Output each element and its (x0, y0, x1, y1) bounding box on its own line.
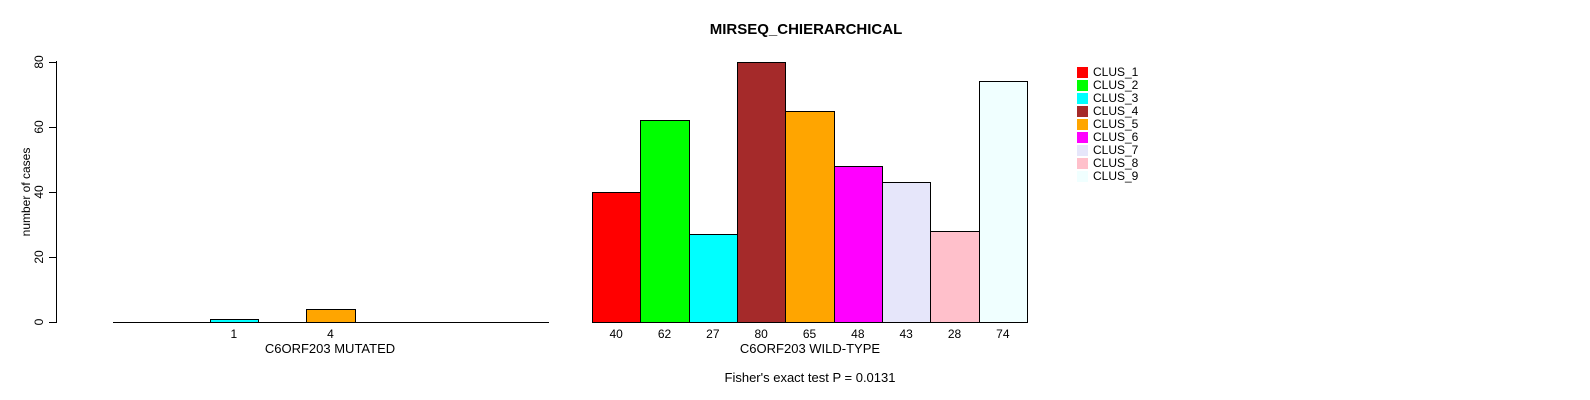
legend-item: CLUS_6 (1077, 131, 1138, 144)
bar-clus_3 (688, 234, 738, 323)
legend-item: CLUS_9 (1077, 170, 1138, 183)
legend-item-label: CLUS_8 (1093, 156, 1139, 170)
legend-item-label: CLUS_1 (1093, 65, 1139, 79)
legend-item: CLUS_2 (1077, 79, 1138, 92)
bar-value-label: 62 (657, 327, 672, 341)
legend-item: CLUS_1 (1077, 66, 1138, 79)
legend-item: CLUS_3 (1077, 92, 1138, 105)
legend-item-label: CLUS_2 (1093, 78, 1139, 92)
bar-clus_7 (882, 182, 932, 323)
bar-value-label: 27 (706, 327, 720, 341)
panel-label-mutated: C6ORF203 MUTATED (264, 341, 396, 356)
y-axis-tick-label: 80 (32, 55, 46, 69)
bar-clus_4 (737, 62, 787, 323)
bar-value-label: 48 (851, 327, 865, 341)
bar-value-label: 4 (327, 327, 334, 341)
bar-clus_8 (930, 231, 980, 323)
y-axis-tick-label: 60 (32, 120, 46, 134)
legend-color-swatch (1077, 158, 1088, 169)
legend-color-swatch (1077, 171, 1088, 182)
legend-item-label: CLUS_6 (1093, 130, 1139, 144)
y-axis-tick-label: 20 (32, 250, 46, 264)
panel-label-wildtype: C6ORF203 WILD-TYPE (739, 341, 881, 356)
y-axis-tick (49, 127, 57, 128)
legend: CLUS_1 CLUS_2 CLUS_3 CLUS_4 CLUS_5 CLUS_6 CLUS… (1077, 66, 1138, 183)
legend-color-swatch (1077, 132, 1088, 143)
bar-clus_9 (978, 81, 1028, 323)
bar-value-label: 43 (899, 327, 913, 341)
y-axis-tick (49, 257, 57, 258)
y-axis-tick-label: 40 (32, 185, 46, 199)
bar-clus_5 (306, 309, 356, 323)
y-axis-tick (49, 192, 57, 193)
legend-item-label: CLUS_4 (1093, 104, 1139, 118)
y-axis-title: number of cases (19, 147, 33, 237)
legend-item: CLUS_7 (1077, 144, 1138, 157)
legend-item: CLUS_8 (1077, 157, 1138, 170)
bar-value-label: 1 (230, 327, 238, 341)
bar-clus_3 (209, 319, 259, 323)
bar-clus_5 (785, 111, 835, 323)
y-axis-tick-label: 0 (32, 318, 46, 326)
legend-color-swatch (1077, 67, 1088, 78)
fisher-test-annotation: Fisher's exact test P = 0.0131 (724, 370, 896, 385)
bar-value-label: 40 (609, 327, 623, 341)
bar-clus_6 (833, 166, 883, 323)
legend-color-swatch (1077, 93, 1088, 104)
bar-value-label: 74 (996, 327, 1010, 341)
bar-clus_1 (592, 192, 642, 323)
legend-item-label: CLUS_7 (1093, 143, 1139, 157)
legend-item-label: CLUS_5 (1093, 117, 1139, 131)
legend-item: CLUS_5 (1077, 118, 1138, 131)
legend-item-label: CLUS_9 (1093, 169, 1139, 183)
bar-value-label: 28 (947, 327, 962, 341)
legend-color-swatch (1077, 145, 1088, 156)
y-axis-tick (49, 62, 57, 63)
legend-color-swatch (1077, 106, 1088, 117)
bar-value-label: 65 (802, 327, 817, 341)
bar-value-label: 80 (754, 327, 768, 341)
legend-color-swatch (1077, 119, 1088, 130)
y-axis-tick (49, 322, 57, 323)
legend-item: CLUS_4 (1077, 105, 1138, 118)
bar-clus_2 (640, 120, 690, 323)
legend-color-swatch (1077, 80, 1088, 91)
chart-title: MIRSEQ_CHIERARCHICAL (709, 21, 903, 38)
legend-item-label: CLUS_3 (1093, 91, 1139, 105)
